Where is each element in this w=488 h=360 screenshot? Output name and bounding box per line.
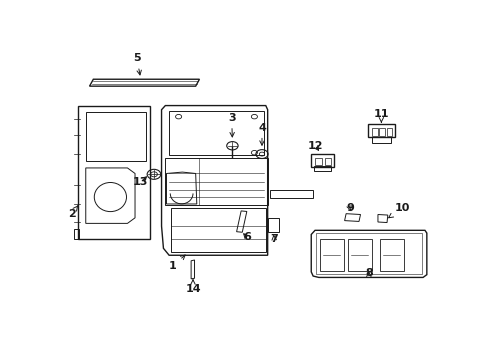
FancyBboxPatch shape	[379, 128, 385, 135]
FancyBboxPatch shape	[371, 128, 377, 135]
FancyBboxPatch shape	[347, 239, 371, 271]
Text: 11: 11	[373, 109, 388, 122]
FancyBboxPatch shape	[324, 158, 330, 165]
FancyBboxPatch shape	[386, 128, 391, 135]
Text: 9: 9	[345, 203, 353, 213]
Text: 4: 4	[258, 123, 265, 145]
Text: 8: 8	[364, 268, 372, 278]
Text: 2: 2	[68, 206, 78, 219]
FancyBboxPatch shape	[315, 158, 321, 165]
Text: 7: 7	[270, 234, 277, 244]
FancyBboxPatch shape	[319, 239, 344, 271]
Text: 5: 5	[133, 53, 141, 75]
FancyBboxPatch shape	[380, 239, 404, 271]
Text: 6: 6	[243, 232, 250, 242]
Text: 14: 14	[185, 280, 201, 293]
Text: 13: 13	[133, 177, 148, 187]
Text: 10: 10	[388, 203, 409, 218]
Text: 1: 1	[169, 255, 185, 271]
Text: 12: 12	[307, 141, 323, 151]
Text: 3: 3	[227, 113, 235, 137]
